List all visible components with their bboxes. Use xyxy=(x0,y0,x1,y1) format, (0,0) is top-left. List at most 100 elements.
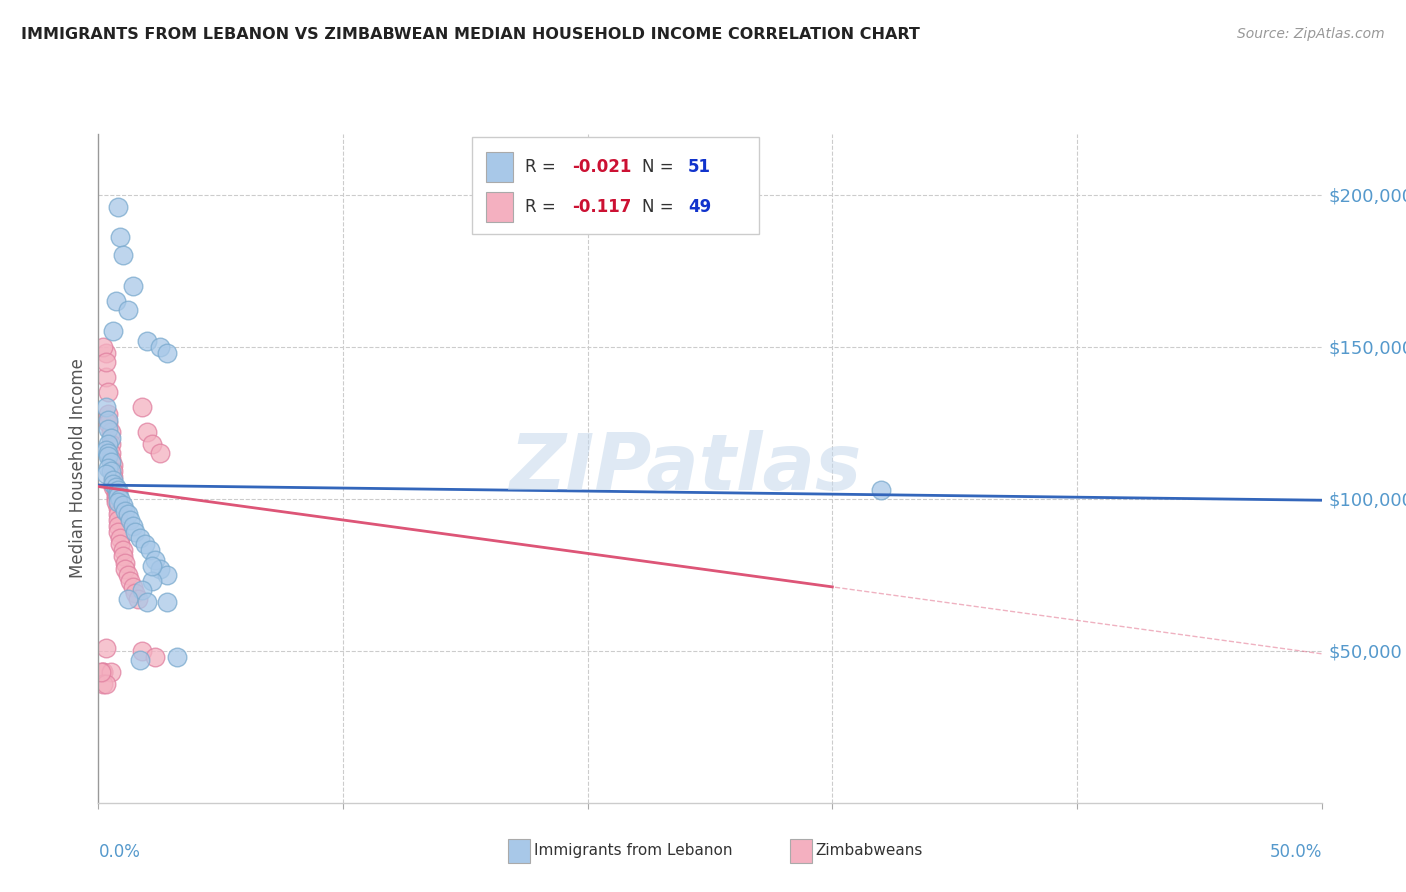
Point xyxy=(107,200,129,214)
Point xyxy=(94,443,117,458)
Point xyxy=(97,461,120,475)
Point xyxy=(107,507,129,521)
Point xyxy=(127,592,149,607)
Point xyxy=(94,640,117,655)
Point xyxy=(136,425,159,439)
Point xyxy=(100,452,122,467)
Point xyxy=(107,489,129,503)
Text: R =: R = xyxy=(526,198,561,217)
Point xyxy=(143,552,166,566)
Point xyxy=(114,562,136,576)
Point xyxy=(110,491,132,506)
Point xyxy=(117,303,139,318)
Point xyxy=(101,458,124,473)
Point xyxy=(97,446,120,460)
Text: 51: 51 xyxy=(688,158,711,177)
Point xyxy=(97,416,120,430)
Point xyxy=(131,644,153,658)
Point xyxy=(117,507,139,521)
Bar xyxy=(471,137,759,235)
Point xyxy=(124,586,146,600)
Point xyxy=(104,479,127,493)
Point xyxy=(97,385,120,400)
Point xyxy=(100,455,122,469)
Point xyxy=(120,513,142,527)
Point xyxy=(97,422,120,436)
Point xyxy=(91,340,114,354)
Point xyxy=(120,574,142,588)
Text: -0.117: -0.117 xyxy=(572,198,631,217)
Point xyxy=(100,425,122,439)
Bar xyxy=(508,838,530,863)
Point xyxy=(141,437,163,451)
Point xyxy=(100,665,122,679)
Point xyxy=(114,556,136,570)
Bar xyxy=(486,193,513,222)
Point xyxy=(131,582,153,597)
Point xyxy=(156,595,179,609)
Point xyxy=(117,592,139,607)
Point xyxy=(107,525,129,540)
Point xyxy=(94,677,117,691)
Text: -0.021: -0.021 xyxy=(572,158,631,177)
Point xyxy=(134,537,156,551)
Point xyxy=(141,574,163,588)
Point xyxy=(91,677,114,691)
Point xyxy=(136,334,159,348)
Point xyxy=(104,489,127,503)
Point xyxy=(107,494,129,508)
Point xyxy=(104,485,127,500)
Text: 49: 49 xyxy=(688,198,711,217)
Text: IMMIGRANTS FROM LEBANON VS ZIMBABWEAN MEDIAN HOUSEHOLD INCOME CORRELATION CHART: IMMIGRANTS FROM LEBANON VS ZIMBABWEAN ME… xyxy=(21,27,920,42)
Point xyxy=(97,449,120,463)
Text: Immigrants from Lebanon: Immigrants from Lebanon xyxy=(534,844,733,858)
Point xyxy=(94,355,117,369)
Point xyxy=(107,519,129,533)
Point xyxy=(107,513,129,527)
Point xyxy=(129,531,152,545)
Point xyxy=(124,525,146,540)
Point xyxy=(100,437,122,451)
Point xyxy=(110,230,132,244)
Point xyxy=(110,531,132,545)
Point xyxy=(101,470,124,484)
Bar xyxy=(486,153,513,182)
Point xyxy=(143,649,166,664)
Point xyxy=(121,580,143,594)
Bar xyxy=(790,838,811,863)
Point xyxy=(94,345,117,359)
Point xyxy=(94,467,117,482)
Point xyxy=(139,543,162,558)
Point xyxy=(111,543,134,558)
Point xyxy=(107,485,129,500)
Point xyxy=(110,537,132,551)
Point xyxy=(129,653,152,667)
Y-axis label: Median Household Income: Median Household Income xyxy=(69,359,87,578)
Text: 50.0%: 50.0% xyxy=(1270,843,1322,861)
Point xyxy=(114,504,136,518)
Text: N =: N = xyxy=(641,198,679,217)
Point xyxy=(136,595,159,609)
Point xyxy=(104,294,127,309)
Text: Source: ZipAtlas.com: Source: ZipAtlas.com xyxy=(1237,27,1385,41)
Text: N =: N = xyxy=(641,158,679,177)
Point xyxy=(91,665,114,679)
Point xyxy=(107,483,129,497)
Point xyxy=(101,325,124,339)
Point xyxy=(117,567,139,582)
Point xyxy=(141,558,163,573)
Point xyxy=(94,401,117,415)
Point xyxy=(111,498,134,512)
Point xyxy=(149,446,172,460)
Point xyxy=(104,494,127,508)
Text: R =: R = xyxy=(526,158,561,177)
Point xyxy=(101,476,124,491)
Point xyxy=(97,407,120,421)
Point xyxy=(101,476,124,491)
Point xyxy=(131,401,153,415)
Point xyxy=(90,665,112,679)
Point xyxy=(100,446,122,460)
Point xyxy=(149,340,172,354)
Point xyxy=(121,278,143,293)
Point xyxy=(97,437,120,451)
